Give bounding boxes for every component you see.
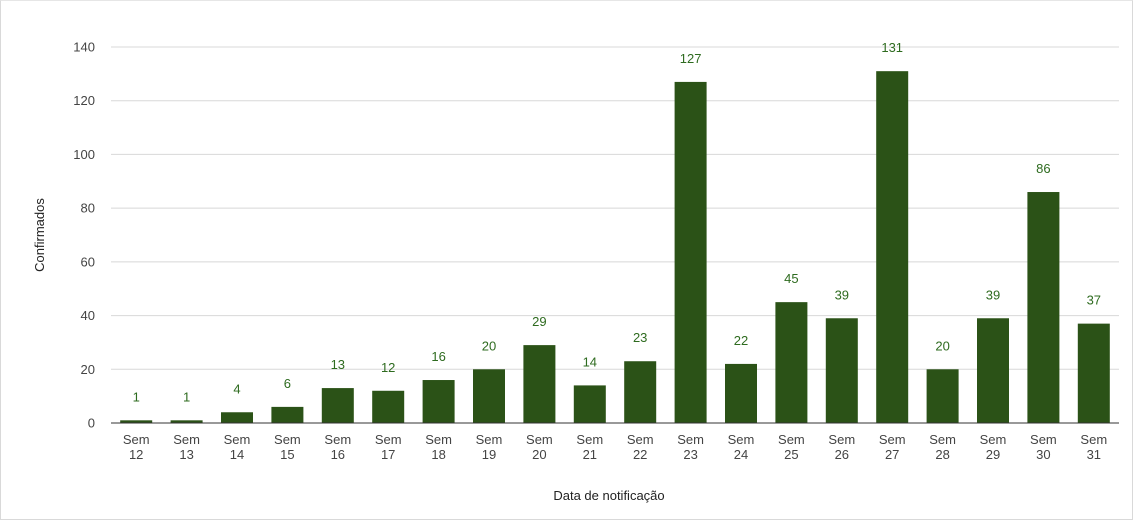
x-tick-label: Sem <box>324 432 351 447</box>
x-tick-label: Sem <box>274 432 301 447</box>
data-label: 131 <box>881 40 903 55</box>
bar[interactable] <box>523 345 556 423</box>
x-tick-label: Sem <box>728 432 755 447</box>
x-tick-label: 19 <box>482 447 496 462</box>
x-axis-ticks: Sem12Sem13Sem14Sem15Sem16Sem17Sem18Sem19… <box>123 432 1107 462</box>
y-tick-label: 20 <box>81 362 95 377</box>
x-tick-label: 17 <box>381 447 395 462</box>
y-tick-label: 140 <box>73 40 95 55</box>
bar[interactable] <box>372 390 405 423</box>
y-tick-label: 60 <box>81 254 95 269</box>
x-tick-label: Sem <box>224 432 251 447</box>
data-label: 39 <box>986 287 1000 302</box>
x-tick-label: 12 <box>129 447 143 462</box>
y-axis-label: Confirmados <box>32 198 47 272</box>
data-label: 14 <box>583 354 597 369</box>
bar[interactable] <box>725 363 757 423</box>
x-tick-label: Sem <box>476 432 503 447</box>
x-axis-label: Data de notificação <box>553 488 664 503</box>
data-label: 23 <box>633 330 647 345</box>
y-tick-label: 80 <box>81 201 95 216</box>
bar[interactable] <box>1027 192 1060 423</box>
x-tick-label: Sem <box>375 432 402 447</box>
x-tick-label: 24 <box>734 447 748 462</box>
x-tick-label: Sem <box>980 432 1007 447</box>
bar[interactable] <box>422 380 455 423</box>
bar[interactable] <box>271 406 304 423</box>
x-tick-label: Sem <box>778 432 805 447</box>
bar[interactable] <box>321 388 354 423</box>
bar[interactable] <box>221 412 253 423</box>
x-tick-label: 25 <box>784 447 798 462</box>
y-tick-label: 120 <box>73 93 95 108</box>
y-tick-label: 0 <box>88 416 95 431</box>
bar[interactable] <box>926 369 959 423</box>
bar[interactable] <box>1077 323 1110 423</box>
x-tick-label: Sem <box>828 432 855 447</box>
data-label: 20 <box>482 338 496 353</box>
x-tick-label: Sem <box>1030 432 1057 447</box>
x-tick-label: Sem <box>173 432 200 447</box>
x-tick-label: 13 <box>179 447 193 462</box>
bar[interactable] <box>825 318 858 423</box>
x-tick-label: 22 <box>633 447 647 462</box>
data-label: 45 <box>784 271 798 286</box>
x-tick-label: 30 <box>1036 447 1050 462</box>
data-label: 1 <box>183 389 190 404</box>
x-tick-label: Sem <box>879 432 906 447</box>
x-tick-label: 15 <box>280 447 294 462</box>
x-tick-label: 29 <box>986 447 1000 462</box>
x-tick-label: 14 <box>230 447 244 462</box>
x-tick-label: Sem <box>576 432 603 447</box>
data-label: 6 <box>284 376 291 391</box>
y-axis-ticks: 0 20 40 60 80 100 120 140 <box>73 40 95 431</box>
bar[interactable] <box>674 81 707 424</box>
gridlines <box>111 46 1119 370</box>
bar[interactable] <box>120 420 153 423</box>
data-label: 13 <box>331 357 345 372</box>
x-tick-label: 23 <box>683 447 697 462</box>
x-tick-label: Sem <box>526 432 553 447</box>
bar[interactable] <box>170 420 203 423</box>
bars <box>120 71 1110 424</box>
x-tick-label: 31 <box>1087 447 1101 462</box>
data-label: 37 <box>1087 293 1101 308</box>
x-tick-label: 28 <box>935 447 949 462</box>
x-tick-label: Sem <box>123 432 150 447</box>
data-label: 20 <box>935 338 949 353</box>
data-label: 22 <box>734 333 748 348</box>
bar[interactable] <box>473 369 505 423</box>
bar[interactable] <box>624 361 657 423</box>
data-label: 127 <box>680 51 702 66</box>
bar[interactable] <box>573 385 606 423</box>
data-label: 1 <box>133 389 140 404</box>
x-tick-label: 18 <box>431 447 445 462</box>
data-label: 39 <box>835 287 849 302</box>
y-tick-label: 100 <box>73 147 95 162</box>
x-tick-label: Sem <box>677 432 704 447</box>
bar[interactable] <box>977 318 1009 423</box>
bar[interactable] <box>876 71 909 424</box>
data-label: 29 <box>532 314 546 329</box>
bar[interactable] <box>775 302 808 423</box>
x-tick-label: 16 <box>331 447 345 462</box>
x-tick-label: Sem <box>929 432 956 447</box>
data-label: 4 <box>233 381 240 396</box>
y-tick-label: 40 <box>81 308 95 323</box>
x-tick-label: Sem <box>425 432 452 447</box>
x-tick-label: 20 <box>532 447 546 462</box>
x-tick-label: 21 <box>583 447 597 462</box>
data-label: 16 <box>431 349 445 364</box>
x-tick-label: Sem <box>627 432 654 447</box>
x-tick-label: Sem <box>1080 432 1107 447</box>
x-tick-label: 27 <box>885 447 899 462</box>
data-label: 86 <box>1036 161 1050 176</box>
data-label: 12 <box>381 360 395 375</box>
x-tick-label: 26 <box>835 447 849 462</box>
